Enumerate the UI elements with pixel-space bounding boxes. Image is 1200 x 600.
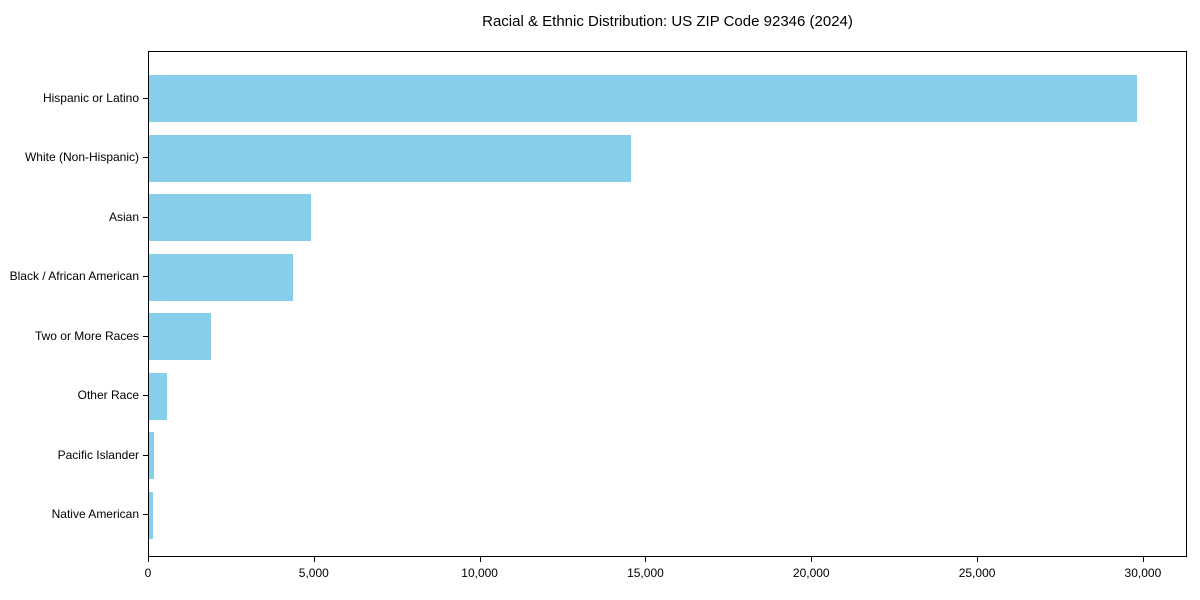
x-tick-mark [811,557,813,562]
bar-white-non-hispanic [149,134,631,182]
y-axis-label-other-race: Other Race [77,388,139,403]
bar-pacific-islander [149,432,154,480]
y-tick-mark [143,335,148,337]
bar-other-race [149,372,167,420]
x-tick-mark [313,557,315,562]
x-tick-mark [479,557,481,562]
bar-two-or-more-races [149,313,211,361]
x-tick-mark [148,557,149,562]
x-tick-mark [1142,557,1144,562]
bar-asian [149,194,311,242]
x-axis-tick-label-25-000: 25,000 [958,566,996,580]
y-tick-mark [143,216,148,218]
chart-title: Racial & Ethnic Distribution: US ZIP Cod… [482,13,853,30]
y-tick-mark [143,395,148,397]
x-axis-tick-label-10-000: 10,000 [461,566,498,580]
y-tick-mark [143,514,148,516]
y-tick-mark [143,97,148,99]
bar-hispanic-or-latino [149,75,1138,122]
y-axis-label-pacific-islander: Pacific Islander [57,447,139,462]
bar-black-african-american [149,253,293,301]
y-axis-label-hispanic-or-latino: Hispanic or Latino [42,90,139,105]
bar-native-american [149,491,153,539]
x-tick-mark [645,557,647,562]
y-tick-mark [143,157,148,159]
x-axis-tick-label-20-000: 20,000 [792,566,830,580]
y-tick-mark [143,454,148,456]
x-tick-mark [977,557,979,562]
y-axis-label-asian: Asian [108,209,139,224]
y-axis-label-white-non-hispanic: White (Non-Hispanic) [24,150,139,165]
x-axis-tick-label-5-000: 5,000 [298,566,329,580]
y-axis-label-black-african-american: Black / African American [9,269,139,284]
y-axis-label-two-or-more-races: Two or More Races [34,328,139,343]
x-axis-tick-label-30-000: 30,000 [1124,566,1162,580]
x-axis-tick-label-15-000: 15,000 [627,566,664,580]
y-axis-label-native-american: Native American [51,507,139,522]
y-tick-mark [143,276,148,278]
x-axis-tick-label-0: 0 [144,566,152,580]
plot-area [148,51,1187,557]
